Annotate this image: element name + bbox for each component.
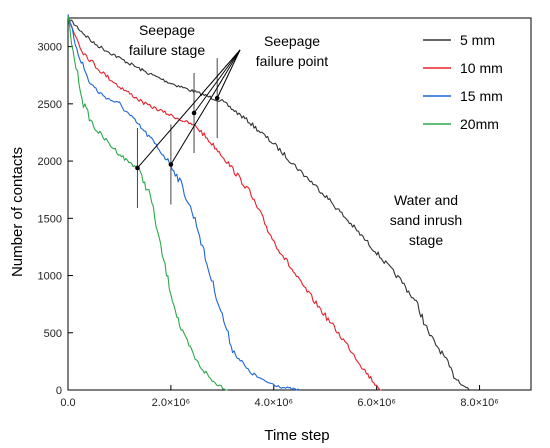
annotation-leader-line [137, 49, 241, 169]
annotation-inrush-line1: Water and [394, 192, 458, 208]
annotation-leader-line [193, 49, 241, 114]
x-tick-label: 6.0×10⁶ [357, 397, 395, 409]
y-axis-title: Number of contacts [9, 147, 26, 277]
annotation-inrush-line3: stage [409, 232, 443, 248]
series-line-1 [67, 15, 470, 391]
legend: 5 mm 10 mm 15 mm 20mm [423, 32, 503, 132]
x-tick-label: 8.0×10⁶ [460, 397, 498, 409]
y-tick-label: 1000 [38, 271, 62, 283]
series-line-2 [67, 17, 382, 391]
x-tick-label: 4.0×10⁶ [255, 397, 293, 409]
legend-label: 20mm [460, 116, 499, 132]
legend-label: 15 mm [460, 88, 503, 104]
y-tick-label: 2500 [38, 99, 62, 111]
series-line-4 [67, 16, 228, 391]
y-tick-label: 3000 [38, 42, 62, 54]
x-tick-label: 2.0×10⁶ [152, 397, 190, 409]
y-tick-label: 0 [56, 385, 62, 397]
annotation-seepage-point-line2: failure point [256, 53, 328, 69]
series-line-3 [67, 14, 300, 391]
annotation-seepage-point-line1: Seepage [264, 33, 320, 49]
legend-label: 10 mm [460, 60, 503, 76]
x-axis-title: Time step [264, 427, 329, 444]
y-tick-label: 2000 [38, 156, 62, 168]
y-tick-label: 500 [44, 328, 62, 340]
annotation-seepage-stage-line2: failure stage [129, 42, 205, 58]
annotation-layer [135, 49, 241, 208]
x-tick-label: 0.0 [60, 397, 75, 409]
series-layer [67, 14, 470, 391]
annotation-leader-line [216, 49, 241, 99]
annotation-seepage-stage-line1: Seepage [139, 22, 195, 38]
annotation-inrush-line2: sand inrush [390, 212, 462, 228]
annotation-leader-line [170, 49, 241, 165]
y-tick-label: 1500 [38, 213, 62, 225]
legend-label: 5 mm [460, 32, 495, 48]
plot-area: 0.0 2.0×10⁶ 4.0×10⁶ 6.0×10⁶ 8.0×10⁶ 0 500 1000 1… [38, 17, 532, 409]
